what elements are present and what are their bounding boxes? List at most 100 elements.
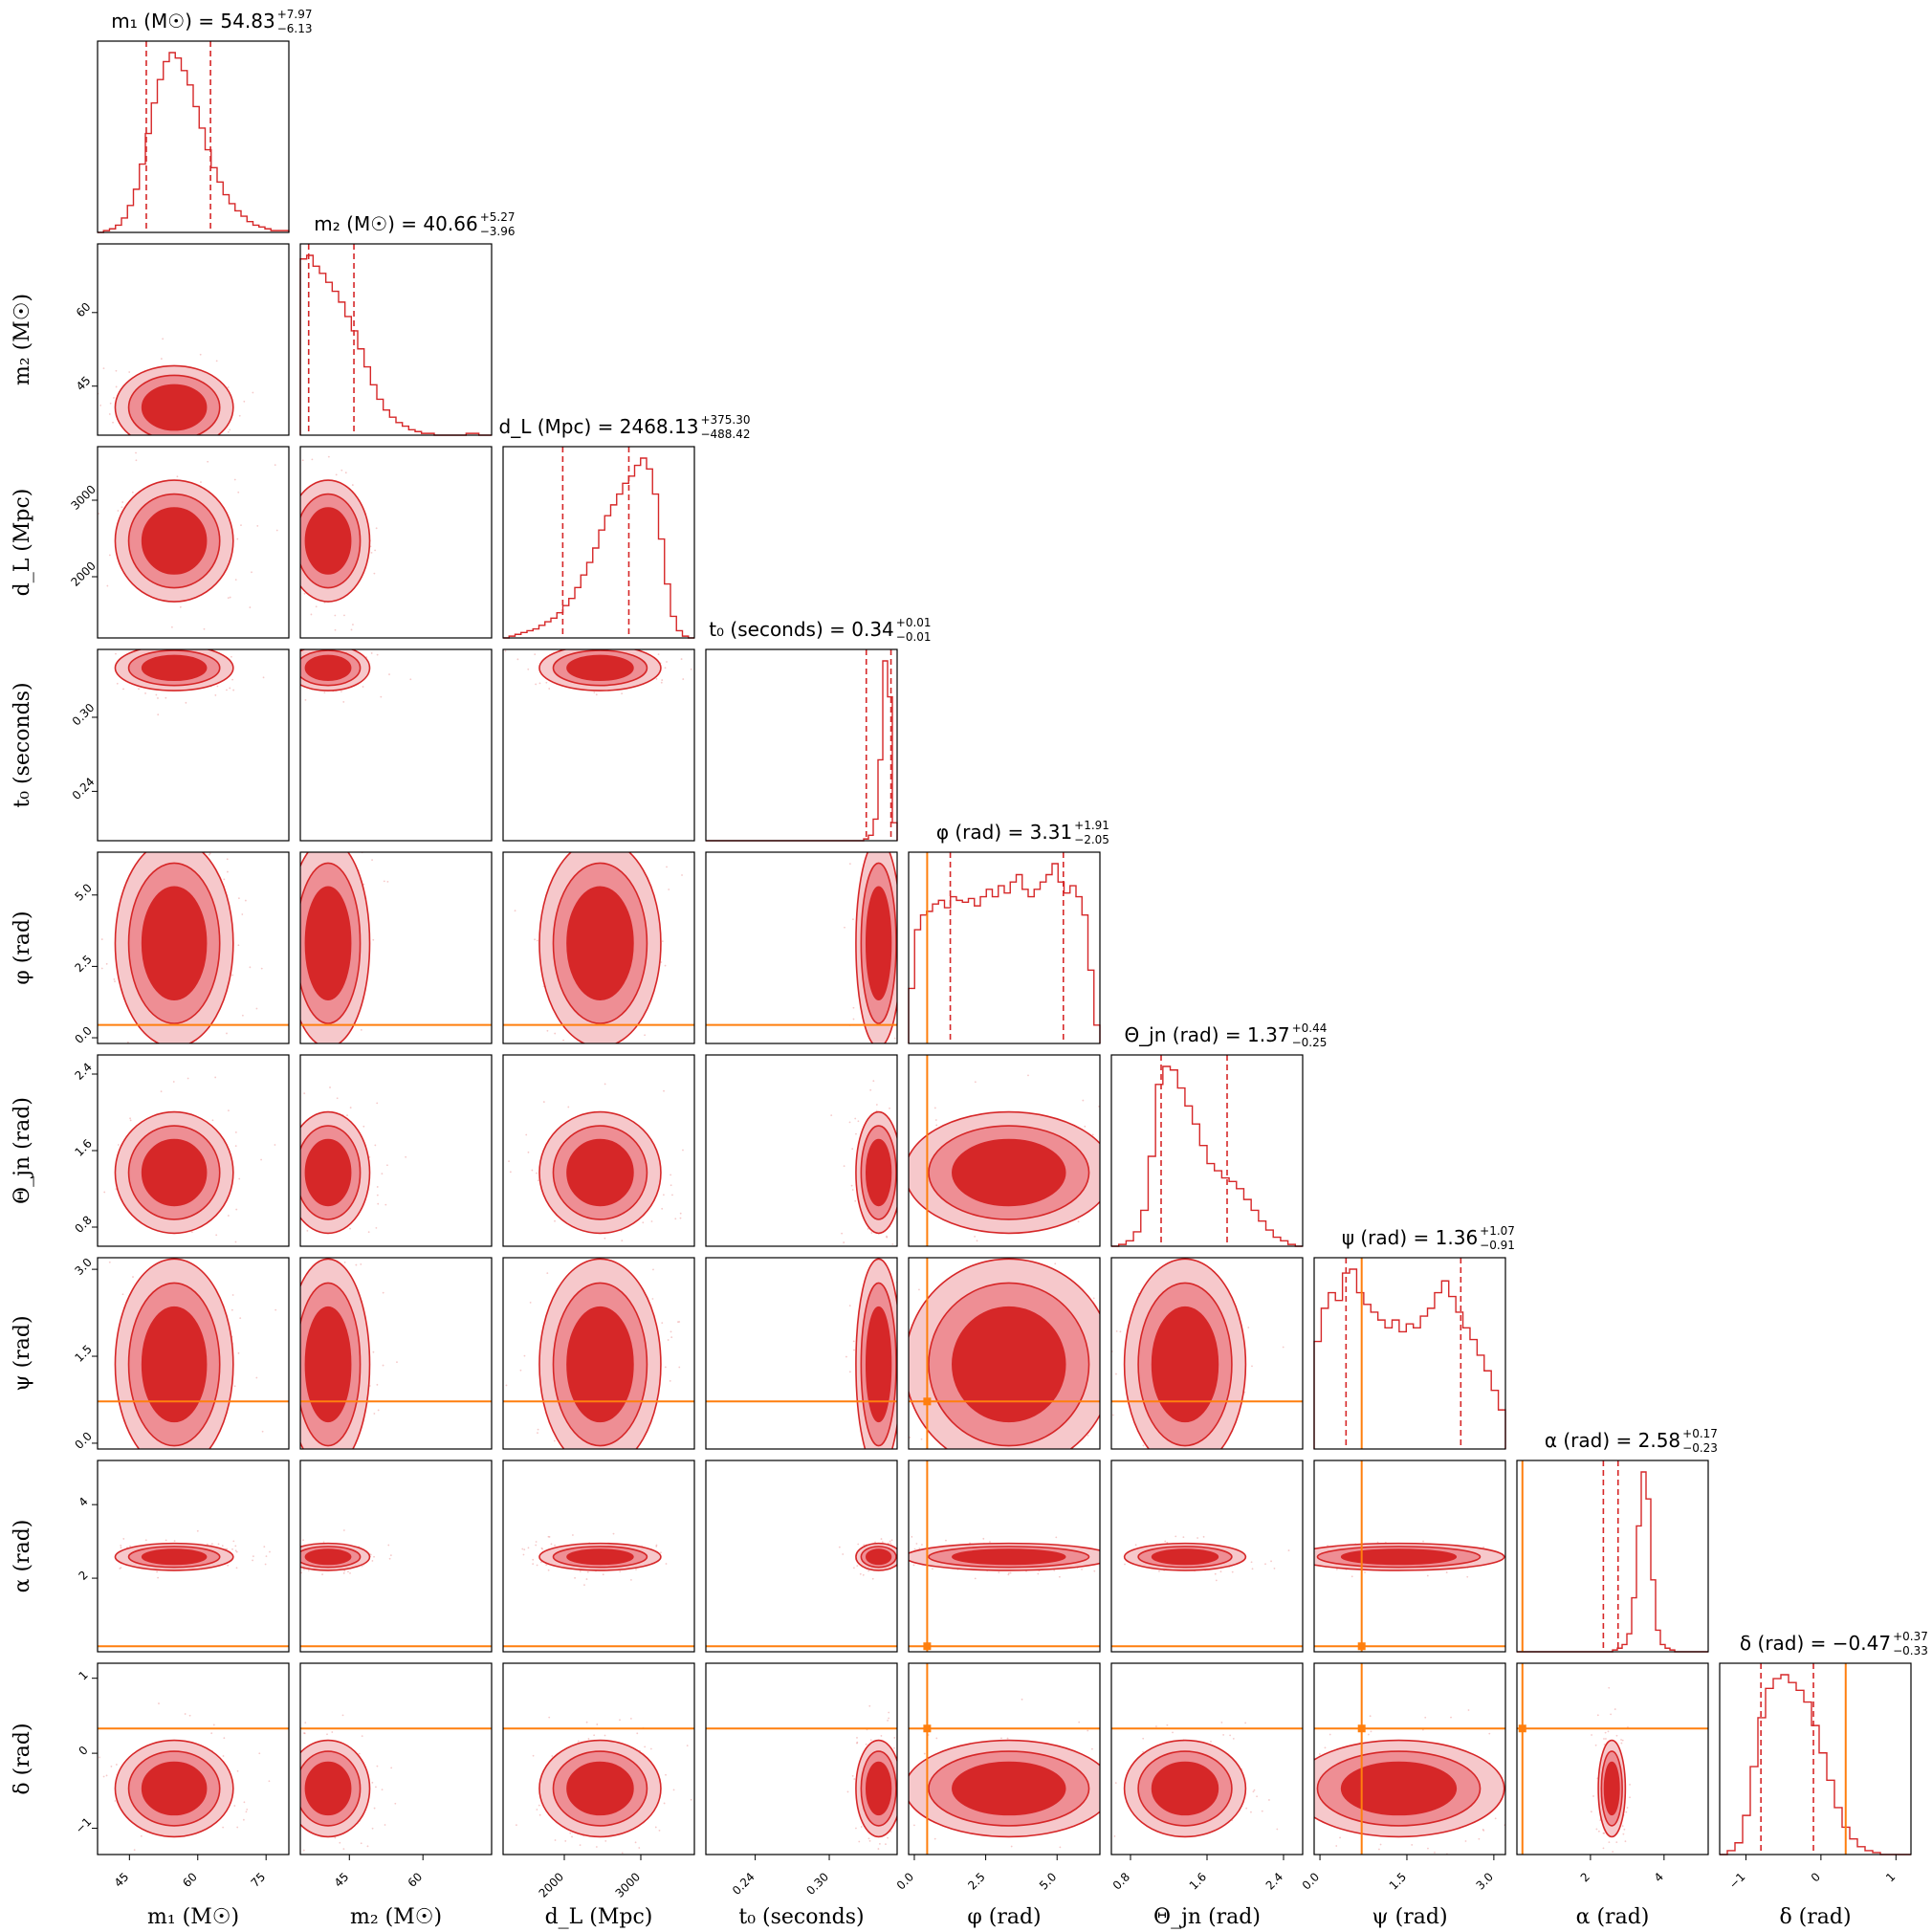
sample-point	[670, 1174, 672, 1176]
sample-point	[1112, 1414, 1114, 1416]
x-tick-label-m2: 60	[406, 1870, 426, 1890]
sample-point	[204, 839, 206, 841]
sample-point	[1488, 1732, 1491, 1735]
sample-point	[351, 484, 354, 486]
sample-point	[188, 1714, 191, 1717]
sample-point	[178, 1477, 180, 1479]
sample-point	[1615, 1841, 1618, 1843]
sample-point	[635, 1474, 637, 1476]
sample-point	[296, 590, 298, 592]
sample-point	[1450, 1716, 1452, 1719]
sample-point	[340, 691, 342, 692]
sample-point	[1335, 1568, 1338, 1570]
sample-point	[189, 646, 191, 648]
sample-point	[551, 1755, 554, 1757]
sample-point	[214, 694, 217, 696]
err-minus-psi: −0.91	[1480, 1239, 1515, 1252]
sample-point	[102, 367, 105, 370]
sample-point	[658, 1829, 661, 1832]
err-plus-m1: +7.97	[277, 8, 313, 21]
sample-point	[868, 1504, 870, 1505]
sample-point	[339, 643, 340, 645]
sample-point	[236, 538, 239, 540]
sample-point	[538, 1089, 540, 1091]
x-tick-label-delta: −1	[1726, 1870, 1747, 1891]
sample-point	[144, 692, 146, 694]
sample-point	[343, 1486, 345, 1488]
sample-point	[291, 1542, 293, 1544]
sample-point	[499, 683, 501, 685]
sample-point	[376, 1194, 379, 1197]
panel-frame	[502, 648, 695, 842]
sample-point	[1142, 1737, 1145, 1740]
sample-point	[644, 1034, 646, 1037]
sample-point	[527, 1547, 530, 1549]
sample-point	[229, 596, 231, 599]
sample-point	[690, 1798, 692, 1801]
sample-point	[48, 1503, 50, 1504]
sample-point	[197, 1240, 199, 1241]
sample-point	[906, 967, 908, 969]
sample-point	[370, 652, 373, 654]
sample-point	[115, 385, 118, 388]
sample-point	[902, 1807, 904, 1809]
sample-point	[856, 1741, 859, 1744]
sample-point	[373, 1807, 376, 1810]
sample-point	[1119, 1181, 1121, 1183]
sample-point	[1168, 1453, 1170, 1455]
sample-point	[1350, 1575, 1353, 1578]
x-tick-label-dL: 3000	[613, 1870, 643, 1899]
sample-point	[899, 1799, 901, 1801]
sample-point	[1137, 1879, 1139, 1881]
sample-point	[545, 645, 547, 647]
sample-point	[114, 1800, 117, 1802]
sample-point	[1131, 1747, 1133, 1749]
truth-marker	[1518, 1724, 1526, 1733]
panel-frame	[705, 851, 898, 1044]
sample-point	[377, 1202, 380, 1205]
sample-point	[1092, 1539, 1094, 1541]
sample-point	[540, 1547, 543, 1549]
sample-point	[234, 1240, 237, 1243]
y-tick-label-delta: 1	[77, 1668, 91, 1682]
sample-point	[903, 1394, 905, 1395]
sample-point	[902, 1811, 904, 1813]
sample-point	[899, 1167, 901, 1169]
truth-marker	[923, 1724, 932, 1733]
sample-point	[860, 1826, 863, 1828]
sample-point	[342, 701, 345, 703]
sample-point	[663, 1802, 666, 1805]
sample-point	[88, 1389, 90, 1391]
panel-frame	[705, 1460, 898, 1653]
sample-point	[918, 1288, 920, 1291]
sample-point	[274, 1800, 275, 1802]
sample-point	[281, 588, 283, 590]
sample-point	[353, 1051, 355, 1053]
panel-frame	[705, 1054, 898, 1247]
sample-point	[554, 1219, 556, 1222]
sample-point	[902, 1324, 904, 1326]
sample-point	[534, 938, 537, 941]
sample-point	[286, 1351, 288, 1353]
sample-point	[678, 1366, 681, 1369]
sample-point	[394, 1802, 397, 1805]
sample-point	[133, 643, 135, 645]
sample-point	[848, 1121, 851, 1124]
sample-point	[340, 469, 343, 472]
sample-point	[340, 772, 342, 774]
sample-point	[242, 1818, 245, 1821]
sample-point	[267, 669, 269, 670]
sample-point	[332, 1052, 334, 1054]
sample-point	[376, 1186, 379, 1188]
sample-point	[260, 967, 263, 970]
sample-point	[234, 1131, 237, 1133]
sample-point	[85, 1562, 87, 1564]
sample-point	[870, 1232, 873, 1234]
sample-point	[243, 400, 246, 403]
y-tick-label-delta: 0	[77, 1744, 91, 1758]
sample-point	[244, 899, 247, 902]
sample-point	[550, 1543, 553, 1546]
sample-point	[108, 413, 111, 415]
sample-point	[222, 1826, 225, 1829]
sample-point	[145, 457, 147, 459]
